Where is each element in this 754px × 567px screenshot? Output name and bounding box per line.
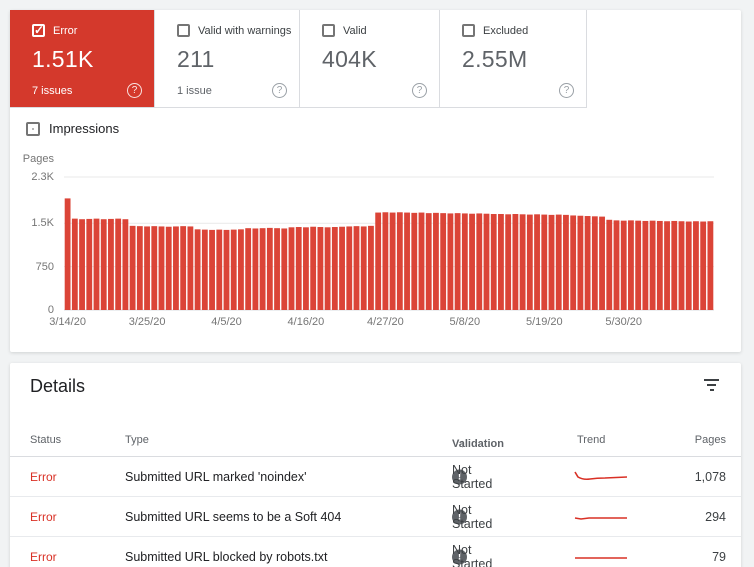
trend-sparkline xyxy=(573,469,629,485)
card-value: 211 xyxy=(177,46,215,72)
exclamation-circle-icon: ! xyxy=(452,509,467,524)
impressions-label: Impressions xyxy=(49,121,120,136)
card-label: Error xyxy=(53,24,78,37)
pages-bar-chart xyxy=(64,176,714,311)
impressions-checkbox[interactable] xyxy=(26,121,40,136)
status-card-valid-with-warnings[interactable]: Valid with warnings 211 1 issue ? xyxy=(155,10,300,108)
details-panel: Details Status Type Validation ↑ Trend Pa… xyxy=(10,363,741,567)
card-issues-count: 1 issue xyxy=(177,85,212,97)
impressions-toggle[interactable]: Impressions xyxy=(26,121,119,136)
column-header-status[interactable]: Status xyxy=(30,434,62,446)
card-value: 2.55M xyxy=(462,46,528,72)
card-value: 404K xyxy=(322,46,377,72)
pages-count-cell: 294 xyxy=(705,509,726,524)
issues-table: Error Submitted URL marked 'noindex' ! No… xyxy=(10,457,741,567)
valid-checkbox[interactable] xyxy=(322,24,335,37)
card-header: Valid with warnings xyxy=(177,24,291,37)
help-icon[interactable]: ? xyxy=(412,83,427,98)
status-cell: Error xyxy=(30,469,57,484)
excluded-checkbox[interactable] xyxy=(462,24,475,37)
help-icon[interactable]: ? xyxy=(559,83,574,98)
table-row-robots-txt[interactable]: Error Submitted URL blocked by robots.tx… xyxy=(10,537,741,567)
column-header-trend: Trend xyxy=(577,434,606,446)
card-label: Valid with warnings xyxy=(198,24,292,37)
valid-warnings-checkbox[interactable] xyxy=(177,24,190,37)
trend-sparkline xyxy=(573,509,629,525)
card-value: 1.51K xyxy=(32,46,94,72)
status-cell: Error xyxy=(30,549,57,564)
y-axis-ticks: 2.3K 1.5K 750 0 xyxy=(31,171,54,316)
status-card-excluded[interactable]: Excluded 2.55M ? xyxy=(440,10,587,108)
table-row-noindex[interactable]: Error Submitted URL marked 'noindex' ! No… xyxy=(10,457,741,497)
card-header: ✓ Error xyxy=(32,23,142,37)
filter-icon[interactable] xyxy=(704,379,719,391)
column-header-pages[interactable]: Pages xyxy=(694,434,726,446)
trend-sparkline xyxy=(573,549,629,565)
status-card-valid[interactable]: Valid 404K ? xyxy=(300,10,440,108)
issue-type-cell: Submitted URL seems to be a Soft 404 xyxy=(125,509,342,524)
status-cell: Error xyxy=(30,509,57,524)
exclamation-circle-icon: ! xyxy=(452,469,467,484)
summary-chart-panel: ✓ Error 1.51K 7 issues ? Valid with warn… xyxy=(10,10,741,352)
status-cards: ✓ Error 1.51K 7 issues ? Valid with warn… xyxy=(10,10,741,108)
card-label: Excluded xyxy=(483,24,529,37)
column-header-type[interactable]: Type xyxy=(125,434,149,446)
card-label: Valid xyxy=(343,24,367,37)
pages-count-cell: 79 xyxy=(712,549,726,564)
card-header: Valid xyxy=(322,24,427,37)
card-header: Excluded xyxy=(462,24,574,37)
y-axis-title: Pages xyxy=(22,153,54,165)
status-card-error[interactable]: ✓ Error 1.51K 7 issues ? xyxy=(10,10,155,108)
checkmark-icon: ✓ xyxy=(34,23,45,37)
error-checkbox-checked[interactable]: ✓ xyxy=(32,23,45,37)
table-row-soft-404[interactable]: Error Submitted URL seems to be a Soft 4… xyxy=(10,497,741,537)
details-title: Details xyxy=(30,376,86,396)
pages-count-cell: 1,078 xyxy=(694,469,726,484)
help-icon[interactable]: ? xyxy=(127,83,142,98)
table-header-row: Status Type Validation ↑ Trend Pages xyxy=(10,430,741,457)
issue-type-cell: Submitted URL marked 'noindex' xyxy=(125,469,307,484)
issue-type-cell: Submitted URL blocked by robots.txt xyxy=(125,549,328,564)
x-axis-ticks: 3/14/20 3/25/20 4/5/20 4/16/20 4/27/20 5/8/20… xyxy=(49,316,643,328)
exclamation-circle-icon: ! xyxy=(452,549,467,564)
card-issues-count: 7 issues xyxy=(32,85,73,97)
help-icon[interactable]: ? xyxy=(272,83,287,98)
sort-ascending-icon: ↑ xyxy=(460,438,466,450)
